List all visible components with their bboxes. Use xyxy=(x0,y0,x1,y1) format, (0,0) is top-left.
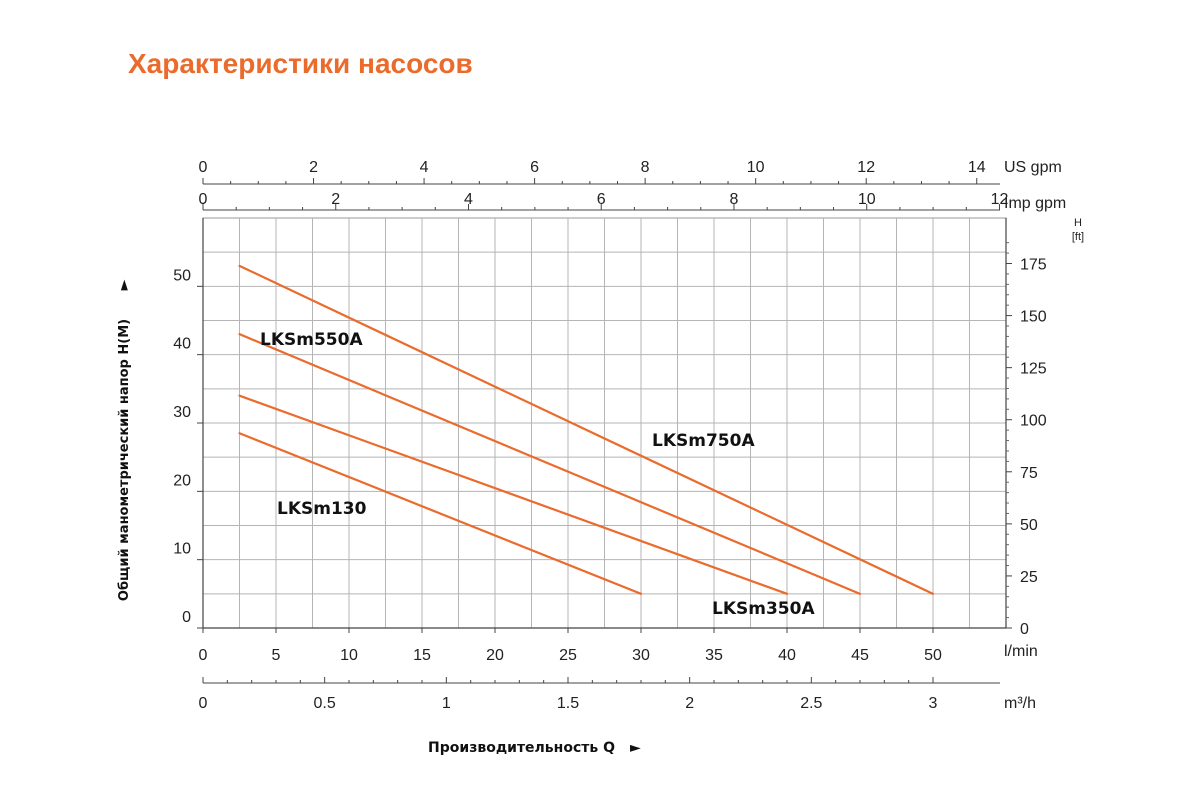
usgpm-tick-label: 10 xyxy=(747,159,765,176)
y-tick-label: 30 xyxy=(173,404,191,421)
series-label-lksm130: LKSm130 xyxy=(277,499,367,519)
x-tick-label: 40 xyxy=(778,647,796,664)
usgpm-tick-label: 8 xyxy=(641,159,650,176)
page-title: Характеристики насосов xyxy=(128,48,473,79)
series-line-lksm130 xyxy=(238,432,643,595)
x-tick-label: 0 xyxy=(199,647,208,664)
y-axis-title-group: Общий манометрический напор H(M) ► xyxy=(116,279,132,601)
y-tick-label: 50 xyxy=(173,267,191,284)
y2-tick-label: 175 xyxy=(1020,257,1047,274)
m3h-tick-label: 1.5 xyxy=(557,695,579,712)
usgpm-unit-label: US gpm xyxy=(1004,159,1062,176)
x-tick-label: 20 xyxy=(486,647,504,664)
impgpm-tick-label: 4 xyxy=(464,191,473,208)
y-tick-label: 0 xyxy=(182,609,191,626)
usgpm-tick-label: 4 xyxy=(420,159,429,176)
x-tick-label: 15 xyxy=(413,647,431,664)
y2-tick-label: 75 xyxy=(1020,465,1038,482)
y-axis-arrow: ► xyxy=(116,279,132,290)
x-axis-title: Производительность Q xyxy=(428,740,615,756)
x-tick-label: 25 xyxy=(559,647,577,664)
series-label-lksm750a: LKSm750A xyxy=(652,431,755,451)
m3h-tick-label: 2.5 xyxy=(800,695,822,712)
x-unit-label: l/min xyxy=(1004,643,1038,660)
series-labels: LKSm750A LKSm550A LKSm350A LKSm130 xyxy=(260,330,815,619)
x-tick-label: 30 xyxy=(632,647,650,664)
impgpm-unit-label: Imp gpm xyxy=(1004,195,1066,212)
usgpm-tick-label: 0 xyxy=(199,159,208,176)
y2-unit-bottom: [ft] xyxy=(1072,231,1084,243)
series-line-lksm550a xyxy=(238,333,862,595)
y2-unit-top: H xyxy=(1074,217,1082,229)
usgpm-tick-label: 2 xyxy=(309,159,318,176)
series-line-lksm350a xyxy=(238,394,789,595)
series-label-lksm350a: LKSm350A xyxy=(712,599,815,619)
impgpm-tick-label: 10 xyxy=(858,191,876,208)
y2-tick-label: 100 xyxy=(1020,413,1047,430)
impgpm-tick-label: 12 xyxy=(991,191,1009,208)
impgpm-tick-label: 8 xyxy=(730,191,739,208)
m3h-tick-label: 0.5 xyxy=(314,695,336,712)
y-tick-label: 40 xyxy=(173,336,191,353)
series-label-lksm550a: LKSm550A xyxy=(260,330,363,350)
impgpm-tick-label: 6 xyxy=(597,191,606,208)
y2-tick-label: 125 xyxy=(1020,361,1047,378)
y2-tick-label: 50 xyxy=(1020,517,1038,534)
impgpm-tick-label: 2 xyxy=(331,191,340,208)
m3h-tick-label: 0 xyxy=(199,695,208,712)
x-tick-label: 45 xyxy=(851,647,869,664)
y2-tick-label: 25 xyxy=(1020,569,1038,586)
usgpm-tick-label: 6 xyxy=(530,159,539,176)
usgpm-tick-label: 12 xyxy=(857,159,875,176)
y2-tick-label: 0 xyxy=(1020,621,1029,638)
x-tick-label: 50 xyxy=(924,647,942,664)
m3h-tick-label: 3 xyxy=(929,695,938,712)
x-tick-label: 10 xyxy=(340,647,358,664)
m3h-tick-label: 1 xyxy=(442,695,451,712)
y2-tick-label: 150 xyxy=(1020,309,1047,326)
x-tick-label: 35 xyxy=(705,647,723,664)
x-axis-arrow: ► xyxy=(630,740,641,756)
grid xyxy=(202,217,1007,629)
m3h-tick-label: 2 xyxy=(685,695,694,712)
impgpm-tick-label: 0 xyxy=(199,191,208,208)
series-lines xyxy=(238,264,935,595)
x-tick-label: 5 xyxy=(272,647,281,664)
m3h-unit-label: m³/h xyxy=(1004,695,1036,712)
y-tick-label: 10 xyxy=(173,541,191,558)
y-axis-title: Общий манометрический напор H(M) xyxy=(117,319,132,601)
series-line-lksm750a xyxy=(238,264,935,595)
y-tick-label: 20 xyxy=(173,472,191,489)
usgpm-tick-label: 14 xyxy=(968,159,986,176)
